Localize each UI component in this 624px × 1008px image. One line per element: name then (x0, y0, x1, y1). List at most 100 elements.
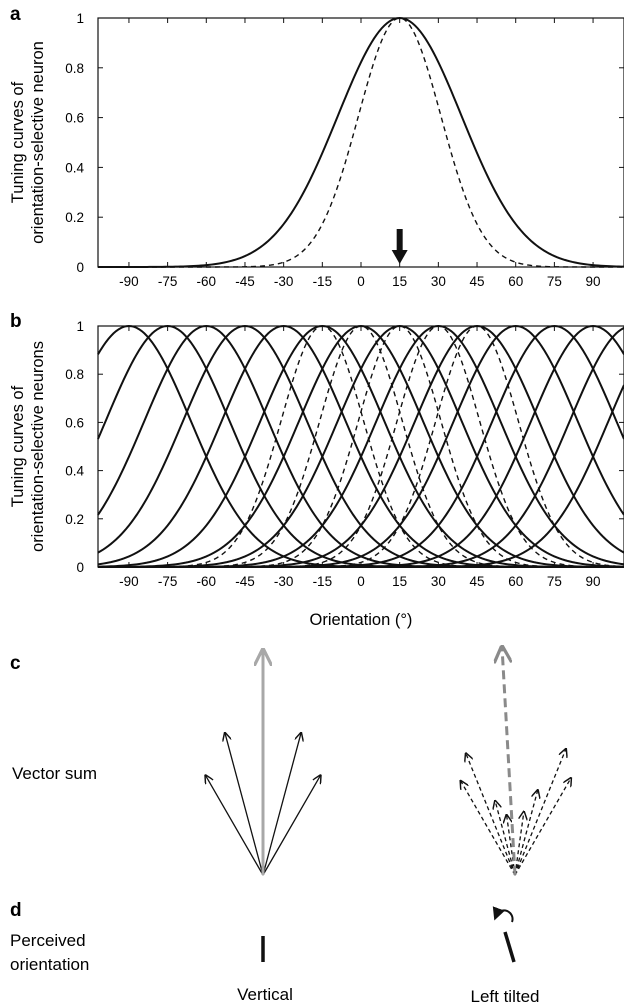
panel-b-y-label-line-1: Tuning curves of (9, 385, 27, 507)
left-tilted-caption: Left tilted (471, 987, 540, 1006)
x-tick-label: -60 (197, 574, 217, 589)
x-tick-label: -90 (119, 274, 139, 289)
component-vector-arrow (466, 753, 516, 876)
panel-d-letter: d (10, 900, 22, 921)
dashed-tuning-curve (98, 325, 624, 568)
panel-c-letter: c (10, 653, 21, 674)
x-tick-label: 0 (357, 574, 365, 589)
solid-tuning-curve (98, 324, 624, 568)
solid-tuning-curve (98, 384, 624, 568)
y-tick-label: 1 (76, 11, 84, 26)
solid-tuning-curve (98, 324, 624, 568)
vector-sum-label: Vector sum (12, 764, 97, 783)
x-tick-label: 15 (392, 574, 407, 589)
panel-b-ticks: -90 -75 -60 -45 -30 -15 0 15 30 45 60 75 90 0 0.2 0.4 0.… (65, 319, 624, 589)
solid-tuning-curve (97, 324, 624, 568)
solid-tuning-curve (97, 324, 624, 568)
left-tilted-line (503, 931, 516, 963)
dashed-tuning-curve (98, 325, 624, 568)
panel-a-letter: a (10, 4, 21, 25)
panel-a-y-axis-label: Tuning curves of orientation-selective ne… (9, 41, 47, 244)
x-tick-label: 75 (547, 274, 562, 289)
component-vector-arrow (262, 733, 301, 876)
x-tick-label: 30 (431, 274, 446, 289)
solid-tuning-curve (98, 324, 624, 568)
solid-tuning-curve (98, 327, 624, 568)
panel-a-y-label-line-1: Tuning curves of (9, 81, 27, 203)
x-tick-label: -90 (119, 574, 139, 589)
panel-a-frame (97, 17, 624, 268)
x-tick-label: 90 (586, 574, 601, 589)
y-tick-label: 0 (76, 560, 84, 575)
dashed-tuning-curve (98, 325, 624, 568)
x-tick-label: -75 (158, 574, 178, 589)
resultant-vector-arrow (502, 647, 517, 876)
component-vector-arrow (514, 749, 566, 876)
panel-a-stimulus-arrow (391, 229, 408, 264)
counterclockwise-rotation-icon (492, 906, 514, 923)
x-tick-label: -45 (235, 574, 255, 589)
solid-tuning-curve (97, 324, 624, 568)
x-tick-label: -15 (313, 274, 333, 289)
dashed-tuning-curve (98, 325, 624, 568)
dashed-tuning-curve (98, 325, 624, 568)
vector-sum-vertical (205, 650, 321, 876)
panel-b-y-label-line-2: orientation-selective neurons (29, 341, 47, 552)
x-tick-label: 30 (431, 574, 446, 589)
panel-a-y-label-line-2: orientation-selective neuron (29, 41, 47, 244)
x-tick-label: 75 (547, 574, 562, 589)
y-tick-label: 0.6 (65, 415, 84, 430)
solid-tuning-curve (97, 324, 624, 568)
x-tick-label: -30 (274, 274, 294, 289)
y-tick-label: 0.2 (65, 210, 84, 225)
y-tick-label: 0.8 (65, 61, 84, 76)
x-tick-label: 45 (470, 574, 485, 589)
panel-b-letter: b (10, 311, 22, 332)
panel-b-curves (97, 324, 624, 568)
y-tick-label: 0.6 (65, 111, 84, 126)
perceived-orientation-label-line2: orientation (10, 955, 89, 974)
x-tick-label: 90 (586, 274, 601, 289)
component-vector-arrow (205, 775, 264, 876)
dashed-tuning-curve (98, 17, 624, 268)
stimulus-arrow-shaft (396, 229, 403, 251)
panel-b-frame (97, 325, 624, 568)
solid-tuning-curve (97, 324, 624, 568)
component-vector-arrow (507, 815, 516, 876)
panel-c: c Vector sum (10, 647, 571, 876)
y-tick-label: 0 (76, 260, 84, 275)
solid-tuning-curve (98, 324, 624, 568)
component-vector-arrow (461, 781, 516, 876)
panel-a-curves (98, 16, 624, 268)
x-tick-label: 15 (392, 274, 407, 289)
x-tick-label: -60 (197, 274, 217, 289)
x-tick-label: -30 (274, 574, 294, 589)
component-vector-arrow (225, 733, 264, 876)
y-tick-label: 1 (76, 319, 84, 334)
stimulus-arrow-head (391, 250, 408, 264)
x-tick-label: -75 (158, 274, 178, 289)
x-tick-label: 0 (357, 274, 365, 289)
component-vector-arrow (262, 775, 321, 876)
y-tick-label: 0.8 (65, 367, 84, 382)
x-tick-label: 60 (508, 274, 523, 289)
component-vector-arrow (514, 812, 524, 876)
solid-tuning-curve (97, 324, 624, 568)
x-tick-label: -45 (235, 274, 255, 289)
panel-d: d Perceived orientation Vertical Left ti… (10, 900, 540, 1006)
component-vector-arrow (495, 801, 516, 876)
y-tick-label: 0.4 (65, 464, 84, 479)
y-tick-label: 0.4 (65, 160, 84, 175)
solid-tuning-curve (98, 324, 624, 568)
panel-a-ticks: -90 -75 -60 -45 -30 -15 0 15 30 45 60 75 90 0 0.2 0.4 0.… (65, 11, 624, 289)
vertical-caption: Vertical (237, 985, 293, 1004)
solid-tuning-curve (98, 16, 624, 268)
x-tick-label: 45 (470, 274, 485, 289)
solid-tuning-curve (98, 324, 624, 568)
panel-a: a Tuning curves of orientation-selective … (9, 4, 624, 289)
component-vector-arrow (514, 778, 571, 876)
solid-tuning-curve (98, 324, 624, 568)
component-vector-arrow (514, 790, 538, 876)
x-tick-label: 60 (508, 574, 523, 589)
